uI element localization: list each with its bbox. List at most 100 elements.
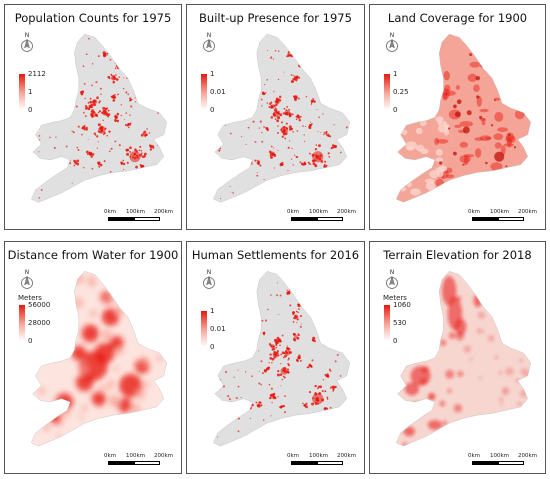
settlement-point — [287, 51, 291, 54]
settlement-point — [148, 144, 152, 147]
urban-core — [466, 110, 472, 116]
settlement-point — [279, 405, 283, 409]
scale-label: 200km — [337, 209, 357, 215]
settlement-point — [294, 98, 297, 102]
north-arrow-icon: N — [17, 268, 37, 296]
settlement-point — [245, 143, 247, 146]
settlement-point — [112, 80, 116, 84]
settlement-point — [300, 115, 302, 118]
distance-zone — [155, 354, 163, 362]
settlement-point — [126, 152, 130, 156]
settlement-point — [263, 369, 266, 371]
settlement-point — [317, 402, 319, 405]
settlement-point — [283, 107, 286, 110]
distance-zone — [89, 309, 98, 318]
settlement-point — [93, 103, 97, 107]
scale-label: 0km — [468, 209, 481, 215]
settlement-point — [277, 78, 280, 81]
settlement-point — [277, 354, 280, 357]
settlement-point — [125, 148, 129, 152]
distance-zone — [117, 397, 133, 413]
settlement-point — [122, 87, 125, 90]
urban-core — [490, 124, 494, 127]
settlement-point — [124, 124, 128, 127]
legend-label: 0 — [210, 343, 215, 351]
settlement-point — [108, 130, 111, 133]
distance-zone — [113, 366, 120, 372]
settlement-point — [288, 112, 292, 116]
settlement-point — [276, 131, 280, 135]
settlement-blob — [248, 403, 251, 407]
settlement-point — [273, 90, 275, 93]
settlement-point — [276, 282, 278, 284]
settlement-point — [134, 156, 137, 159]
settlement-point — [275, 97, 279, 101]
coverage-patch — [490, 162, 503, 171]
distance-zone — [75, 373, 94, 392]
legend: Meters 56000 28000 0 — [18, 294, 68, 346]
settlement-point — [293, 154, 296, 157]
scale-segment — [108, 461, 134, 465]
distance-zone — [37, 386, 46, 395]
settlement-point — [269, 396, 272, 400]
settlement-point — [310, 101, 313, 104]
settlement-point — [283, 129, 286, 132]
scale-bar: 0km 100km 200km — [104, 209, 178, 227]
panel-title: Terrain Elevation for 2018 — [383, 248, 532, 262]
settlement-point — [256, 174, 259, 177]
settlement-point — [102, 119, 105, 122]
terrain-texture — [517, 401, 523, 407]
settlement-blob — [291, 279, 295, 283]
distance-zone — [105, 381, 115, 390]
settlement-point — [293, 75, 295, 77]
settlement-point — [286, 113, 289, 116]
distance-zone — [94, 342, 115, 364]
settlement-point — [314, 384, 317, 388]
settlement-point — [282, 127, 285, 130]
settlement-point — [144, 135, 147, 138]
settlement-point — [254, 159, 257, 162]
map-panel-land1900: Land Coverage for 1900 N 1 0.25 0 0km 100km 200… — [369, 4, 546, 230]
settlement-point — [116, 112, 120, 116]
settlement-point — [299, 359, 302, 362]
settlement-point — [114, 74, 117, 76]
map-canvas — [396, 271, 531, 447]
settlement-point — [266, 78, 269, 81]
settlement-point — [290, 79, 294, 83]
settlement-point — [83, 128, 86, 131]
settlement-point — [295, 118, 298, 121]
urban-core — [430, 161, 434, 165]
settlement-point — [277, 396, 279, 398]
legend-color-ramp — [19, 74, 25, 110]
settlement-point — [107, 109, 110, 112]
settlement-point — [105, 111, 108, 114]
scale-segment — [317, 461, 343, 465]
scale-label: 200km — [154, 453, 174, 459]
terrain-texture — [457, 371, 464, 377]
settlement-point — [88, 37, 90, 40]
settlement-point — [314, 159, 317, 162]
distance-zone — [59, 406, 71, 418]
settlement-point — [257, 404, 260, 407]
settlement-point — [294, 314, 297, 317]
settlement-point — [227, 395, 230, 398]
settlement-point — [284, 354, 287, 358]
settlement-point — [128, 126, 130, 129]
settlement-point — [106, 134, 109, 137]
settlement-point — [317, 155, 320, 158]
settlement-point — [287, 347, 291, 351]
map-panel-elev2018: Terrain Elevation for 2018 N Meters 1060 530… — [369, 241, 546, 474]
settlement-point — [237, 385, 240, 388]
settlement-point — [311, 338, 314, 341]
settlement-point — [76, 146, 79, 149]
settlement-point — [85, 53, 88, 56]
settlement-point — [106, 42, 109, 45]
terrain-texture — [422, 366, 430, 373]
settlement-point — [252, 120, 255, 123]
settlement-point — [314, 164, 317, 167]
settlement-point — [88, 105, 91, 108]
settlement-point — [108, 41, 112, 45]
settlement-point — [282, 404, 285, 408]
terrain-texture — [442, 420, 447, 426]
settlement-blob — [236, 404, 240, 407]
